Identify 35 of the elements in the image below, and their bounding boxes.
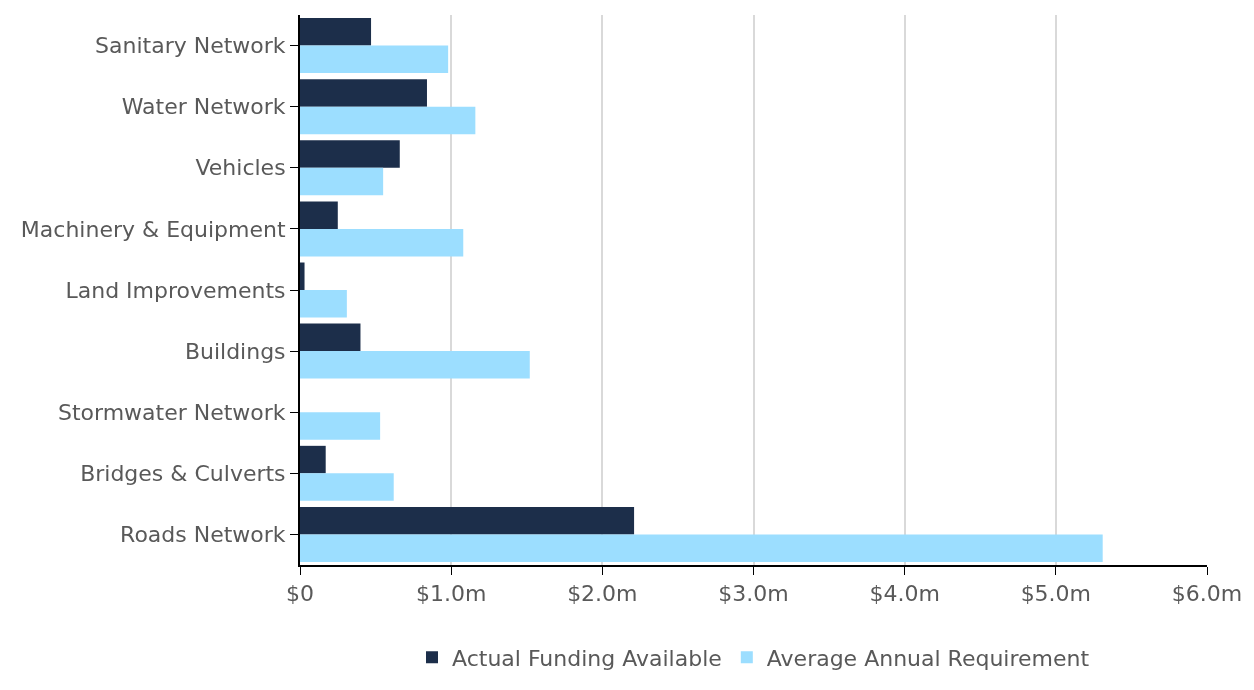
bar (300, 201, 338, 229)
bar (300, 79, 427, 107)
bar (300, 140, 400, 168)
bar (300, 106, 476, 135)
bar (300, 290, 347, 318)
x-tick-label: $4.0m (869, 581, 940, 607)
y-tick-label: Machinery & Equipment (20, 216, 286, 242)
y-tick-label: Stormwater Network (57, 399, 286, 425)
bar (300, 18, 372, 46)
y-tick-label: Bridges & Culverts (80, 461, 286, 487)
bar (300, 506, 635, 535)
y-tick-label: Roads Network (120, 522, 286, 548)
bar (300, 45, 449, 74)
y-tick-label: Vehicles (195, 155, 286, 181)
x-tick-label: $0 (286, 581, 314, 607)
bar (300, 167, 384, 196)
bar (300, 445, 326, 474)
bar (300, 351, 530, 379)
bar (300, 323, 361, 352)
x-tick-label: $3.0m (718, 581, 789, 607)
legend-label: Actual Funding Available (452, 645, 722, 671)
bar (300, 534, 1103, 562)
x-tick-label: $2.0m (567, 581, 638, 607)
x-tick-label: $5.0m (1020, 581, 1092, 607)
legend-label: Average Annual Requirement (766, 645, 1090, 671)
bar (300, 473, 394, 501)
x-tick-label: $1.0m (415, 581, 487, 607)
bar (300, 228, 464, 257)
x-tick-label: $6.0m (1171, 581, 1243, 607)
y-tick-label: Water Network (121, 94, 286, 120)
bar (300, 262, 305, 290)
y-tick-label: Sanitary Network (95, 33, 286, 59)
y-tick-label: Land Improvements (65, 277, 286, 303)
y-tick-label: Buildings (184, 338, 286, 364)
bar (300, 412, 381, 440)
